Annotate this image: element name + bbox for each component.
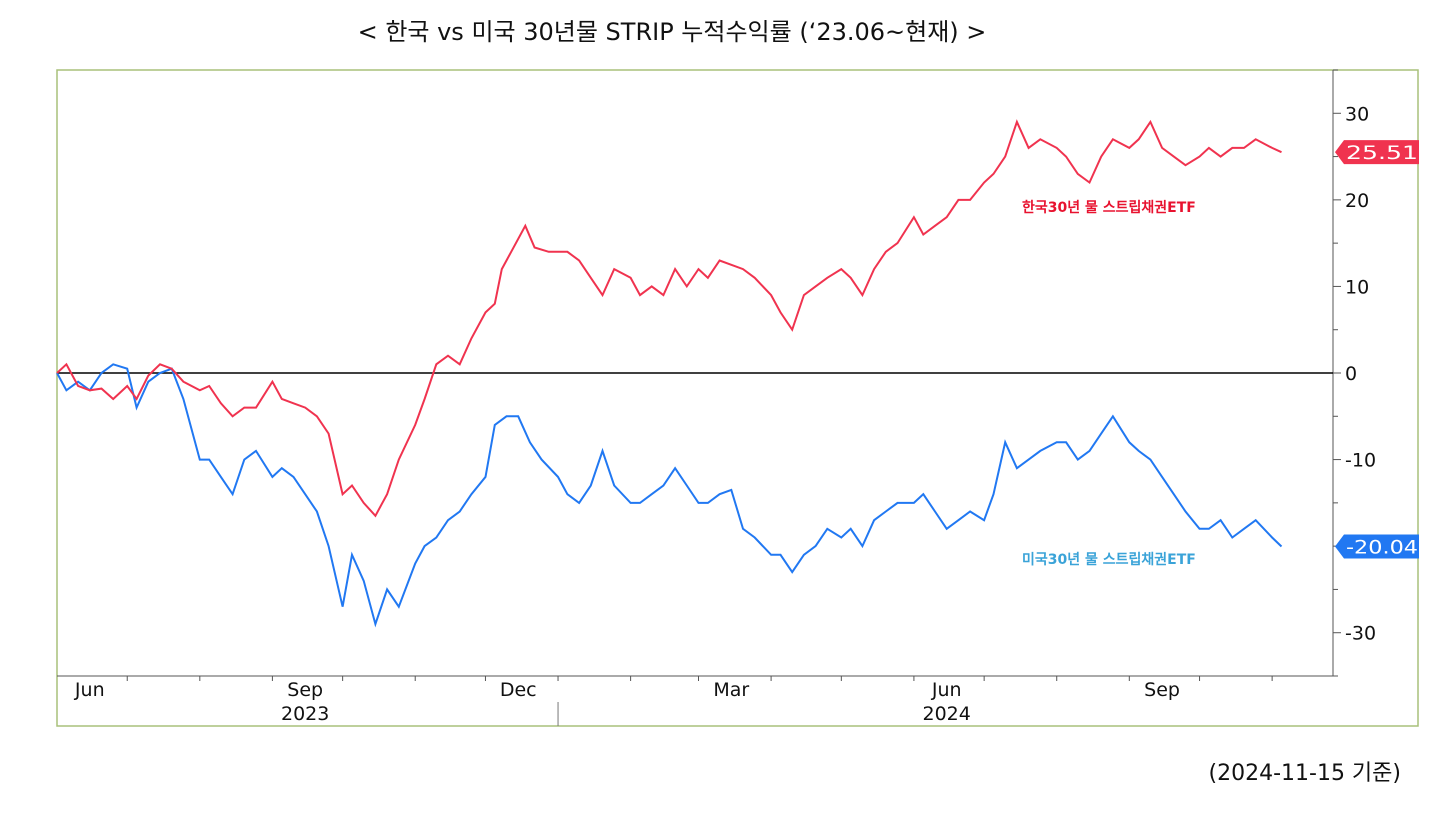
- series-line-us: [56, 363, 1283, 628]
- y-tick-label: 0: [1345, 363, 1357, 385]
- series-label-us: 미국30년 물 스트립채권ETF: [1022, 552, 1196, 568]
- last-value-tag-korea: 25.51: [1335, 140, 1419, 165]
- y-tick-label: 20: [1345, 190, 1369, 212]
- x-month-label: Sep: [287, 679, 323, 701]
- last-value-tag-us: -20.04: [1335, 534, 1419, 559]
- last-value-tag-us-bg: [1335, 534, 1419, 559]
- x-month-label: Jun: [931, 679, 962, 701]
- last-value-tag-korea-text: 25.51: [1346, 142, 1418, 164]
- x-year-label: 2023: [281, 703, 329, 725]
- y-tick-label: 30: [1345, 103, 1369, 125]
- last-value-tag-us-text: -20.04: [1346, 536, 1418, 558]
- x-month-label: Dec: [500, 679, 537, 701]
- series-line-korea: [56, 119, 1282, 518]
- last-value-tag-korea-bg: [1335, 140, 1419, 165]
- x-month-label: Sep: [1144, 679, 1180, 701]
- y-tick-label: -30: [1345, 623, 1376, 645]
- x-month-label: Jun: [74, 679, 105, 701]
- x-month-label: Mar: [713, 679, 749, 701]
- chart-frame: [56, 69, 1419, 727]
- y-tick-label: -10: [1345, 450, 1376, 472]
- x-year-label: 2024: [923, 703, 971, 725]
- footnote-date: (2024-11-15 기준): [1208, 761, 1402, 786]
- series-label-korea: 한국30년 물 스트립채권ETF: [1022, 200, 1196, 216]
- chart-title: < 한국 vs 미국 30년물 STRIP 누적수익률 (‘23.06~현재) …: [357, 18, 987, 46]
- y-tick-label: 10: [1345, 276, 1369, 298]
